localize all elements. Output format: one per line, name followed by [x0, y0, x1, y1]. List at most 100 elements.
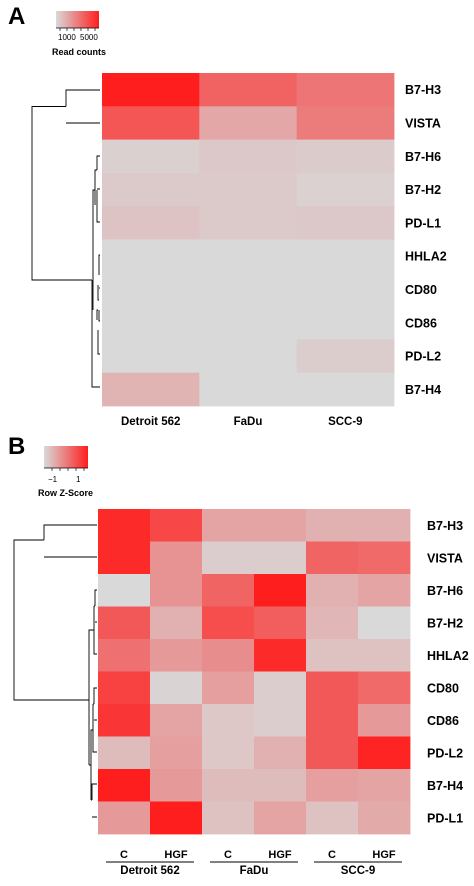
- panel-b-cell-b7-h3-col5: [306, 509, 359, 542]
- panel-b-cell-b7-h4-col1: [98, 769, 151, 802]
- panel-b-cell-b7-h4-col3: [202, 769, 255, 802]
- panel-b-row-labels: B7-H3 VISTA B7-H6 B7-H2 HHLA2 CD80 CD86 PD-L2 B7…: [427, 519, 469, 826]
- panel-b-cell-hhla2-col6: [358, 639, 411, 672]
- panel-a-cell-cd86-detroit-562: [102, 306, 200, 340]
- panel-b-legend-title: Row Z-Score: [38, 488, 93, 498]
- panel-a-cell-b7-h3-fadu: [199, 73, 298, 107]
- panel-a-cell-hhla2-detroit-562: [102, 239, 200, 274]
- panel-b-cell-pd-l1-col5: [306, 801, 359, 835]
- panel-b-heatmap-cells: [98, 509, 411, 835]
- panel-b-dendrogram: [13, 524, 97, 818]
- panel-b-row-label: VISTA: [427, 551, 463, 565]
- panel-a-cell-vista-detroit-562: [102, 106, 200, 140]
- panel-b-cell-b7-h2-col3: [202, 606, 255, 640]
- panel-b-cell-b7-h3-col6: [358, 509, 411, 542]
- panel-b-cell-cd80-col6: [358, 671, 411, 705]
- panel-b-cell-pd-l1-col3: [202, 801, 255, 835]
- panel-b-cell-hhla2-col3: [202, 639, 255, 672]
- panel-a-cell-pd-l1-detroit-562: [102, 206, 200, 240]
- panel-b-row-label: PD-L1: [427, 811, 463, 825]
- panel-b-cell-vista-col2: [150, 541, 203, 575]
- panel-b-cell-pd-l2-col3: [202, 736, 255, 770]
- panel-a-row-label: CD80: [405, 283, 437, 297]
- panel-b-column-label: C: [120, 849, 128, 861]
- panel-b-cell-pd-l1-col6: [358, 801, 411, 835]
- panel-b-legend-gradient: [44, 446, 88, 468]
- panel-a-row-label: B7-H6: [405, 150, 441, 164]
- panel-b-cell-cd80-col1: [98, 671, 151, 705]
- panel-b-cell-pd-l2-col4: [254, 736, 307, 770]
- panel-a-cell-hhla2-scc-9: [296, 239, 395, 274]
- panel-b-cell-b7-h3-col2: [150, 509, 203, 542]
- panel-b-cell-cd86-col5: [306, 704, 359, 737]
- panel-b-cell-b7-h2-col5: [306, 606, 359, 640]
- panel-b-cell-pd-l2-col5: [306, 736, 359, 770]
- panel-a-cell-pd-l2-detroit-562: [102, 339, 200, 374]
- panel-b-cell-vista-col1: [98, 541, 151, 575]
- panel-a-legend-tick-high: 5000: [80, 33, 98, 42]
- panel-b-cell-b7-h6-col2: [150, 574, 203, 607]
- panel-b-cell-b7-h2-col6: [358, 606, 411, 640]
- panel-b-cell-b7-h3-col1: [98, 509, 151, 542]
- panel-b-legend: −1 1 Row Z-Score: [38, 446, 93, 498]
- panel-a-cell-cd80-fadu: [199, 272, 298, 307]
- panel-b-cell-pd-l2-col6: [358, 736, 411, 770]
- panel-a-cell-cd86-fadu: [199, 306, 298, 340]
- panel-a-column-labels: Detroit 562 FaDu SCC-9: [121, 416, 363, 428]
- panel-b-column-label: HGF: [268, 849, 292, 861]
- panel-a-legend-title: Read counts: [52, 47, 106, 57]
- panel-a-cell-b7-h2-detroit-562: [102, 172, 200, 207]
- panel-b-cell-b7-h2-col4: [254, 606, 307, 640]
- panel-b-cell-b7-h3-col4: [254, 509, 307, 542]
- panel-b-cell-cd86-col6: [358, 704, 411, 737]
- panel-b-cell-b7-h6-col1: [98, 574, 151, 607]
- panel-b-cell-b7-h4-col2: [150, 769, 203, 802]
- panel-b-row-label: CD86: [427, 714, 459, 728]
- panel-b-row-label: B7-H4: [427, 779, 463, 793]
- panel-b-cell-cd80-col3: [202, 671, 255, 705]
- panel-a-cell-cd80-detroit-562: [102, 272, 200, 307]
- panel-b-cell-b7-h4-col4: [254, 769, 307, 802]
- panel-b-cell-b7-h6-col3: [202, 574, 255, 607]
- panel-b-cell-b7-h4-col5: [306, 769, 359, 802]
- panel-b-cell-pd-l2-col1: [98, 736, 151, 770]
- panel-b-cell-vista-col4: [254, 541, 307, 575]
- panel-b-group-label: Detroit 562: [120, 865, 179, 877]
- panel-a-cell-pd-l2-fadu: [199, 339, 298, 374]
- panel-a-row-label: VISTA: [405, 116, 441, 130]
- panel-a-column-label: FaDu: [234, 416, 263, 428]
- panel-b-row-label: B7-H3: [427, 519, 463, 533]
- panel-a-cell-pd-l1-scc-9: [296, 206, 395, 240]
- panel-b-cell-vista-col5: [306, 541, 359, 575]
- panel-b-cell-cd86-col1: [98, 704, 151, 737]
- panel-a-legend-tick-low: 1000: [58, 33, 76, 42]
- panel-b-row-label: B7-H2: [427, 616, 463, 630]
- panel-a-row-label: B7-H2: [405, 183, 441, 197]
- panel-a-dendrogram: [31, 89, 100, 388]
- panel-a-legend-gradient: [56, 11, 99, 28]
- panel-b-cell-vista-col6: [358, 541, 411, 575]
- panel-a-column-label: SCC-9: [328, 416, 363, 428]
- panel-a-cell-hhla2-fadu: [199, 239, 298, 274]
- panel-b-cell-vista-col3: [202, 541, 255, 575]
- panel-b-cell-b7-h6-col5: [306, 574, 359, 607]
- panel-b-row-label: CD80: [427, 681, 459, 695]
- panel-a-cell-b7-h4-detroit-562: [102, 372, 200, 407]
- panel-a-cell-b7-h2-fadu: [199, 172, 298, 207]
- panel-a-row-label: HHLA2: [405, 250, 447, 264]
- panel-b-cell-b7-h2-col2: [150, 606, 203, 640]
- panel-a-cell-b7-h2-scc-9: [296, 172, 395, 207]
- panel-b-cell-pd-l1-col4: [254, 801, 307, 835]
- panel-b-cell-hhla2-col1: [98, 639, 151, 672]
- panel-b-cell-cd80-col4: [254, 671, 307, 705]
- panel-b-cell-pd-l1-col1: [98, 801, 151, 835]
- panel-b-row-label: B7-H6: [427, 584, 463, 598]
- panel-a-row-label: B7-H3: [405, 83, 441, 97]
- panel-b-cell-pd-l2-col2: [150, 736, 203, 770]
- panel-b-cell-cd80-col2: [150, 671, 203, 705]
- panel-b-cell-b7-h6-col6: [358, 574, 411, 607]
- panel-a-cell-pd-l2-scc-9: [296, 339, 395, 374]
- panel-a-cell-cd80-scc-9: [296, 272, 395, 307]
- panel-b-column-label: HGF: [164, 849, 188, 861]
